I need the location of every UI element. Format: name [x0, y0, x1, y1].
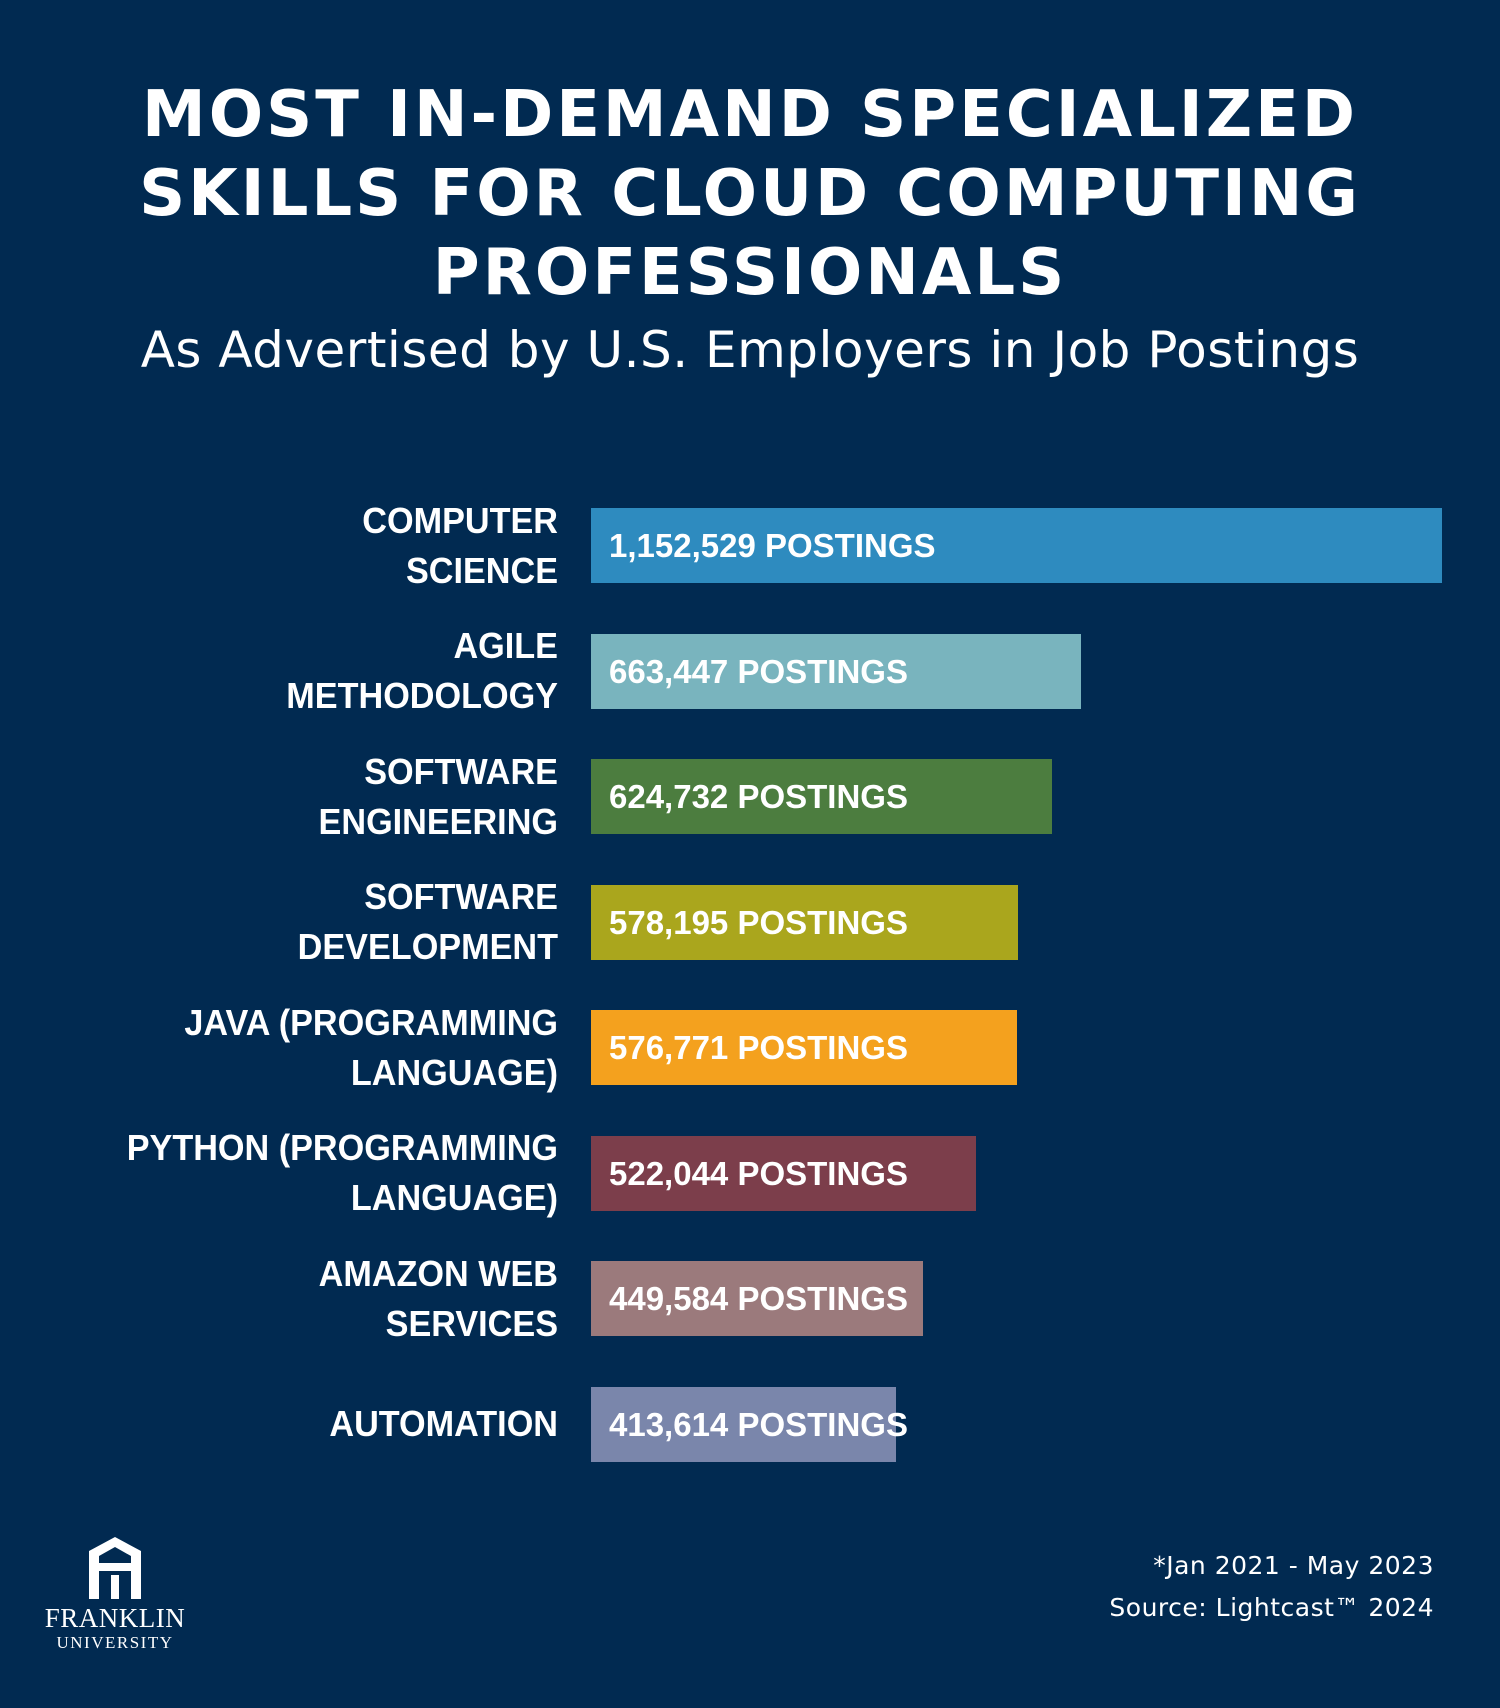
bar-value-label-6: 449,584 POSTINGS [609, 1280, 908, 1317]
date-range-note: *Jan 2021 - May 2023 [1153, 1551, 1434, 1580]
bar-2 [591, 759, 1052, 834]
bar-4 [591, 1010, 1017, 1085]
bar-6 [591, 1261, 923, 1336]
footer-notes: *Jan 2021 - May 2023 Source: Lightcast™ … [1109, 1545, 1434, 1629]
category-label-3: SOFTWARE DEVELOPMENT [297, 876, 558, 967]
bar-value-label-3: 578,195 POSTINGS [609, 903, 908, 941]
bar-value-label-1: 663,447 POSTINGS [609, 652, 908, 690]
arch-logo-icon [89, 1537, 141, 1599]
bar-value-label-7: 413,614 POSTINGS [609, 1405, 908, 1443]
chart-title: MOST IN-DEMAND SPECIALIZED SKILLS FOR CL… [139, 78, 1361, 310]
bar-7 [591, 1386, 896, 1462]
bar-0 [591, 508, 1442, 583]
bar-5 [591, 1135, 976, 1211]
bar-value-label-2: 624,732 POSTINGS [609, 778, 908, 815]
franklin-logo: FRANKLIN UNIVERSITY [40, 1535, 190, 1653]
logo-name: FRANKLIN [44, 1603, 186, 1633]
source-note: Source: Lightcast™ 2024 [1109, 1593, 1434, 1622]
bar-value-label-5: 522,044 POSTINGS [609, 1154, 908, 1192]
category-label-6: AMAZON WEB SERVICES [318, 1252, 558, 1344]
category-label-2: SOFTWARE ENGINEERING [318, 750, 558, 842]
logo-subtitle: UNIVERSITY [56, 1633, 174, 1652]
bar-1 [591, 633, 1081, 709]
category-label-1: AGILE METHODOLOGY [286, 625, 558, 716]
bar-value-label-0: 1,152,529 POSTINGS [609, 527, 936, 564]
category-label-7: AUTOMATION [329, 1403, 558, 1444]
bar-value-label-4: 576,771 POSTINGS [609, 1029, 908, 1066]
category-label-0: COMPUTER SCIENCE [362, 499, 558, 591]
category-label-5: PYTHON (PROGRAMMING LANGUAGE) [126, 1127, 558, 1218]
category-label-4: JAVA (PROGRAMMING LANGUAGE) [184, 1001, 558, 1093]
bar-3 [591, 884, 1018, 960]
chart-subtitle: As Advertised by U.S. Employers in Job P… [140, 321, 1360, 379]
